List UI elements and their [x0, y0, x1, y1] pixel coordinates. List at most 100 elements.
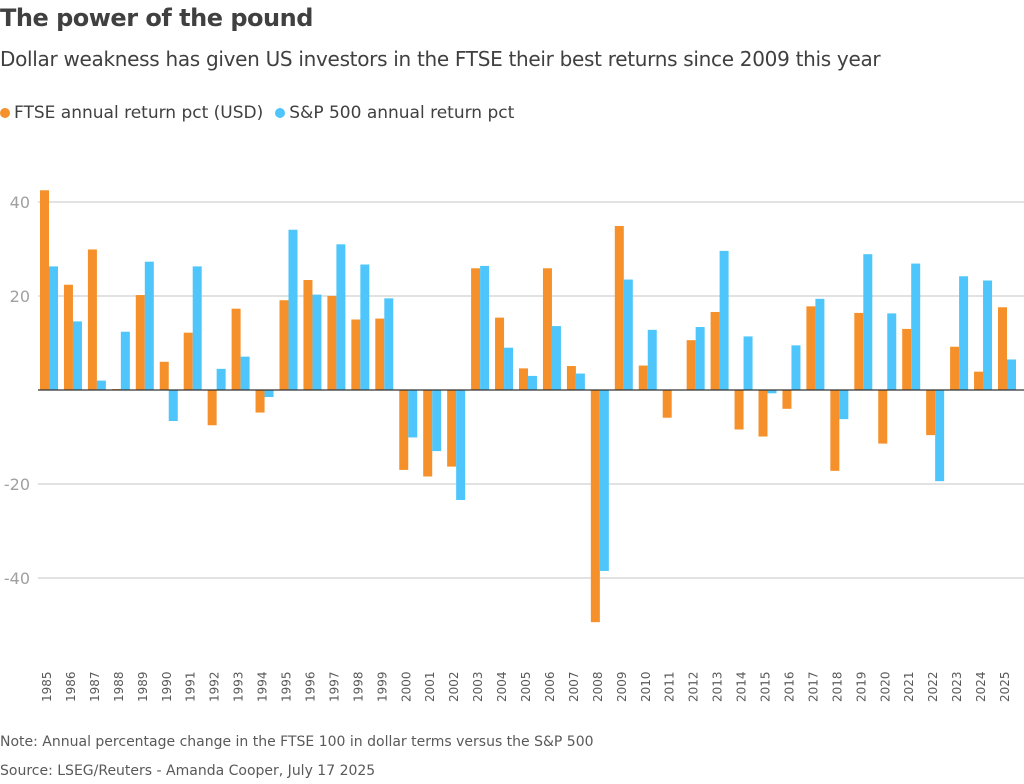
bar-sp500-1994 [264, 390, 274, 398]
x-tick-label: 2015 [759, 671, 773, 702]
bar-ftse-2025 [998, 307, 1007, 390]
bar-ftse-2011 [662, 390, 672, 418]
x-tick-label: 1996 [303, 671, 317, 702]
bar-ftse-2006 [542, 268, 552, 390]
bar-sp500-2004 [504, 347, 514, 390]
x-tick-label: 1986 [64, 671, 78, 702]
x-tick-label: 2009 [615, 671, 629, 702]
bar-ftse-2020 [878, 390, 888, 444]
bar-sp500-2016 [791, 345, 801, 390]
x-tick-label: 1993 [232, 671, 246, 702]
y-tick-label: 20 [10, 287, 30, 306]
bar-sp500-2023 [959, 276, 969, 390]
bar-ftse-2007 [566, 366, 576, 390]
bar-ftse-1991 [183, 332, 193, 390]
source-credit: Source: LSEG/Reuters - Amanda Cooper, Ju… [0, 763, 376, 779]
bar-ftse-2013 [710, 311, 720, 390]
legend-swatch-ftse [0, 108, 10, 118]
bar-ftse-2001 [423, 390, 433, 477]
bar-sp500-1987 [96, 380, 106, 390]
x-tick-label: 1998 [351, 671, 365, 702]
bar-sp500-1989 [144, 261, 154, 390]
x-tick-label: 2018 [830, 671, 844, 702]
x-tick-label: 2007 [567, 671, 581, 702]
legend-item-sp500: S&P 500 annual return pct [275, 103, 514, 123]
x-tick-label: 2022 [926, 671, 940, 702]
x-tick-label: 2023 [950, 671, 964, 702]
bar-ftse-1992 [207, 390, 217, 426]
bar-sp500-2001 [432, 390, 442, 452]
bar-sp500-2006 [551, 326, 561, 390]
bar-ftse-1989 [135, 295, 145, 390]
bar-sp500-2012 [695, 327, 705, 390]
bar-sp500-2007 [575, 373, 585, 390]
legend-label-sp500: S&P 500 annual return pct [289, 103, 515, 123]
legend-swatch-sp500 [275, 108, 286, 118]
bar-sp500-2020 [887, 313, 897, 390]
x-tick-label: 2017 [806, 671, 820, 702]
bar-ftse-1986 [63, 284, 73, 390]
x-tick-label: 2024 [974, 671, 988, 702]
bars [40, 190, 1016, 623]
x-tick-label: 2020 [878, 671, 892, 702]
bar-sp500-2000 [408, 390, 418, 438]
bar-sp500-2009 [623, 279, 633, 390]
x-tick-label: 1999 [375, 671, 389, 702]
legend-label-ftse: FTSE annual return pct (USD) [14, 103, 264, 123]
y-tick-label: 40 [10, 193, 30, 212]
y-tick-label: -40 [4, 569, 30, 588]
x-tick-label: 1989 [136, 671, 150, 702]
bar-sp500-1996 [312, 294, 322, 390]
bar-sp500-1992 [216, 368, 226, 390]
bar-ftse-2000 [399, 390, 409, 470]
bar-sp500-2024 [983, 280, 993, 390]
bar-ftse-2005 [519, 368, 528, 390]
x-tick-label: 1990 [160, 671, 174, 702]
bar-ftse-2017 [806, 306, 816, 390]
bar-sp500-1986 [72, 321, 82, 390]
bar-ftse-1997 [327, 296, 337, 390]
x-tick-label: 2012 [687, 671, 701, 702]
x-tick-label: 2025 [998, 671, 1012, 702]
y-axis: 40 20 -20 -40 [4, 193, 30, 588]
bar-ftse-1999 [375, 318, 385, 390]
bar-sp500-2013 [719, 250, 729, 390]
bar-ftse-2010 [638, 365, 648, 390]
legend: FTSE annual return pct (USD) S&P 500 ann… [0, 103, 514, 123]
bar-ftse-1985 [40, 190, 49, 390]
x-tick-label: 2000 [399, 671, 413, 702]
bar-ftse-2015 [758, 390, 768, 437]
bar-sp500-1985 [49, 266, 58, 390]
chart-title: The power of the pound [0, 4, 313, 32]
bar-sp500-2017 [815, 298, 825, 390]
x-tick-label: 1992 [208, 671, 222, 702]
y-tick-label: -20 [4, 475, 30, 494]
bar-sp500-2003 [480, 265, 490, 390]
x-tick-label: 1997 [327, 671, 341, 702]
bar-sp500-2005 [528, 375, 537, 390]
x-tick-label: 2008 [591, 671, 605, 702]
bar-sp500-1998 [360, 264, 370, 390]
x-tick-label: 2004 [495, 671, 509, 702]
bar-sp500-1993 [240, 356, 250, 390]
bar-sp500-1997 [336, 244, 346, 390]
x-tick-label: 2005 [519, 671, 533, 702]
x-tick-label: 1994 [256, 671, 270, 702]
bar-ftse-2009 [614, 225, 624, 390]
bar-ftse-1990 [159, 361, 169, 390]
x-tick-label: 1988 [112, 671, 126, 702]
x-axis: 1985 1986 1987 1988 1989 1990 1991 1992 1993 1994… [40, 671, 1012, 702]
x-tick-label: 2002 [447, 671, 461, 702]
x-tick-label: 1991 [184, 671, 198, 702]
x-tick-label: 2006 [543, 671, 557, 702]
x-tick-label: 2014 [735, 671, 749, 702]
bar-ftse-2019 [854, 312, 864, 390]
x-tick-label: 2016 [782, 671, 796, 702]
bar-ftse-2022 [926, 390, 936, 436]
bar-sp500-2022 [935, 390, 945, 482]
bar-ftse-1987 [87, 249, 97, 390]
bar-sp500-2019 [863, 254, 873, 390]
bar-ftse-2008 [590, 390, 600, 623]
bar-sp500-2025 [1007, 359, 1016, 390]
